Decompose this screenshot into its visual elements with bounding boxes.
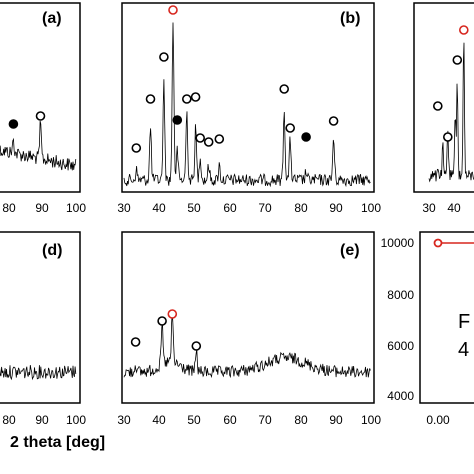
tick-e-100: 100: [361, 413, 381, 427]
panel-f-text-2: 4: [458, 339, 469, 361]
tick-f-y-4000: 4000: [387, 389, 414, 403]
x-axis-label: 2 theta [deg]: [10, 434, 105, 451]
tick-a-100: 100: [66, 201, 86, 215]
peak-marker-e-1: [130, 337, 141, 347]
tick-e-90: 90: [329, 413, 343, 427]
panel-b-frame: [121, 2, 375, 193]
peak-marker-b-1: [131, 143, 142, 153]
series-f-point: [433, 238, 443, 248]
tick-b-40: 40: [152, 201, 166, 215]
peak-markers: [8, 5, 469, 351]
peak-marker-e-0: [167, 309, 178, 319]
tick-e-50: 50: [187, 413, 201, 427]
peak-marker-b-0: [168, 5, 178, 15]
trace-c: [428, 42, 474, 183]
peak-marker-a-0: [35, 111, 46, 121]
tick-b-70: 70: [258, 201, 272, 215]
panel-f-text-1: F: [458, 311, 470, 333]
panel-label-b: (b): [340, 10, 360, 27]
peak-marker-b-12: [172, 115, 183, 125]
tick-c-30: 30: [422, 201, 436, 215]
peak-marker-c-3: [452, 55, 463, 65]
peak-marker-b-8: [214, 134, 225, 144]
peak-marker-b-3: [159, 52, 169, 62]
peak-marker-c-0: [458, 25, 469, 35]
panel-a-frame: [0, 2, 81, 193]
peak-marker-e-3: [191, 341, 202, 351]
tick-f-x-0: 0.00: [426, 413, 450, 427]
tick-a-90: 90: [35, 201, 49, 215]
tick-e-70: 70: [258, 413, 272, 427]
tick-b-30: 30: [117, 201, 131, 215]
peak-marker-c-1: [432, 101, 443, 111]
tick-d-80: 80: [2, 413, 16, 427]
peak-marker-e-2: [157, 316, 167, 326]
peak-marker-b-6: [195, 133, 205, 143]
panel-label-d: (d): [42, 242, 62, 259]
peak-marker-b-11: [328, 116, 339, 126]
panel-c-frame: [413, 2, 474, 193]
tick-b-80: 80: [294, 201, 308, 215]
panel-label-e: (e): [340, 242, 360, 259]
tick-d-90: 90: [35, 413, 49, 427]
trace-a: [0, 120, 77, 171]
tick-a-80: 80: [2, 201, 16, 215]
tick-e-60: 60: [223, 413, 237, 427]
trace-e: [123, 310, 371, 379]
panel-label-a: (a): [42, 10, 62, 27]
peak-marker-b-10: [285, 123, 296, 133]
trace-d: [0, 365, 77, 381]
tick-f-y-10000: 10000: [381, 236, 415, 250]
tick-b-100: 100: [361, 201, 381, 215]
peak-marker-b-4: [182, 94, 192, 104]
tick-d-100: 100: [66, 413, 86, 427]
peak-marker-b-7: [203, 137, 214, 147]
peak-marker-b-2: [145, 94, 156, 104]
peak-marker-b-5: [190, 92, 201, 102]
tick-e-80: 80: [294, 413, 308, 427]
tick-e-40: 40: [152, 413, 166, 427]
panel-d-frame: [0, 231, 81, 404]
tick-b-50: 50: [187, 201, 201, 215]
panel-e-frame: [121, 231, 375, 404]
trace-b: [123, 22, 371, 188]
tick-b-90: 90: [329, 201, 343, 215]
peak-marker-a-1: [8, 119, 19, 129]
tick-c-40: 40: [447, 201, 461, 215]
peak-marker-b-13: [301, 132, 311, 142]
tick-b-60: 60: [223, 201, 237, 215]
peak-marker-c-2: [442, 132, 453, 142]
tick-e-30: 30: [117, 413, 131, 427]
peak-marker-b-9: [279, 84, 290, 94]
tick-f-y-6000: 6000: [387, 339, 414, 353]
panel-f-frame: [419, 231, 474, 404]
tick-f-y-8000: 8000: [387, 288, 414, 302]
